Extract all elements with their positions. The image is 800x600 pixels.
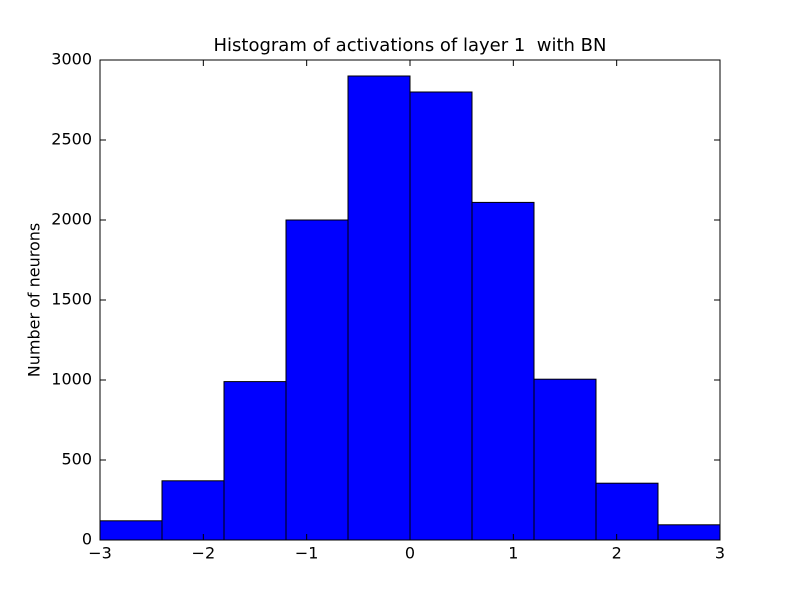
y-tick-label: 2000 <box>51 210 92 229</box>
bar <box>409 91 473 541</box>
bar <box>347 75 411 541</box>
x-tick-label: 0 <box>405 544 415 563</box>
bar <box>285 219 349 541</box>
bar <box>657 524 721 541</box>
x-tick-label: 1 <box>508 544 518 563</box>
y-tick-label: 0 <box>82 530 92 549</box>
x-tick-label: 2 <box>612 544 622 563</box>
y-tick-label: 3000 <box>51 50 92 69</box>
y-tick-label: 2500 <box>51 130 92 149</box>
x-tick-label: −3 <box>88 544 112 563</box>
bar <box>161 480 225 541</box>
y-axis-label: Number of neurons <box>25 223 44 377</box>
x-tick-label: −1 <box>295 544 319 563</box>
bar <box>533 378 597 541</box>
x-tick-label: −2 <box>192 544 216 563</box>
bar <box>595 482 659 541</box>
y-tick-label: 1000 <box>51 370 92 389</box>
chart-title: Histogram of activations of layer 1 with… <box>214 35 607 56</box>
bar <box>223 381 287 541</box>
y-tick-label: 1500 <box>51 290 92 309</box>
bar <box>471 201 535 541</box>
bar <box>99 520 163 541</box>
y-tick-label: 500 <box>61 450 92 469</box>
x-tick-label: 3 <box>715 544 725 563</box>
